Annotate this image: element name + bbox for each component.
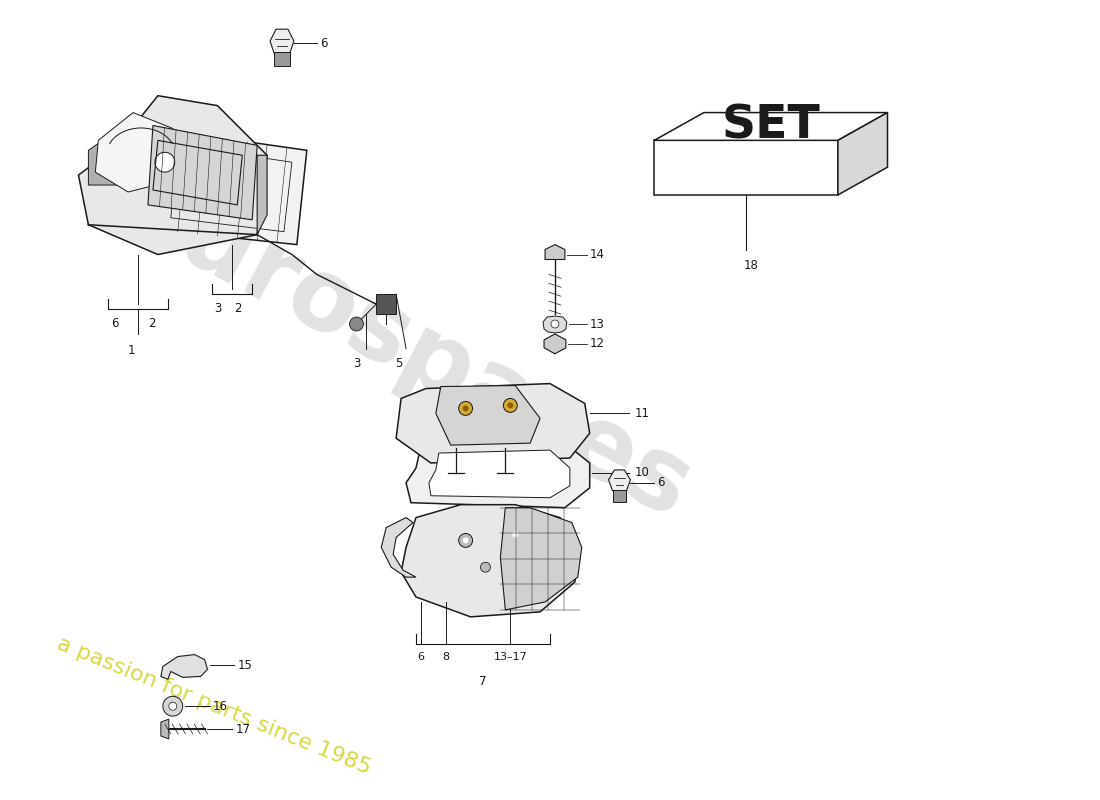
Text: 17: 17: [235, 722, 251, 735]
Polygon shape: [271, 29, 294, 53]
Polygon shape: [500, 508, 582, 610]
Polygon shape: [257, 155, 267, 234]
Polygon shape: [429, 450, 570, 498]
Text: 2: 2: [234, 302, 242, 315]
Text: 8: 8: [442, 652, 449, 662]
Polygon shape: [396, 383, 590, 463]
Circle shape: [504, 398, 517, 412]
Polygon shape: [96, 113, 188, 192]
Polygon shape: [544, 245, 565, 259]
Text: 16: 16: [212, 700, 228, 713]
Polygon shape: [88, 115, 163, 185]
Polygon shape: [158, 130, 307, 245]
Circle shape: [463, 538, 469, 543]
Polygon shape: [376, 294, 396, 314]
Text: 5: 5: [395, 357, 403, 370]
Bar: [274, 52, 290, 66]
Text: 11: 11: [635, 407, 649, 420]
Text: a passion for parts since 1985: a passion for parts since 1985: [54, 634, 374, 778]
Text: 13–17: 13–17: [494, 652, 527, 662]
Text: 7: 7: [480, 675, 486, 689]
Polygon shape: [654, 140, 838, 195]
Text: 6: 6: [657, 476, 664, 490]
Text: 18: 18: [744, 259, 759, 273]
Circle shape: [163, 696, 183, 716]
Polygon shape: [148, 126, 257, 220]
Polygon shape: [161, 654, 208, 679]
Polygon shape: [543, 316, 566, 333]
Text: 12: 12: [590, 338, 605, 350]
Text: 13: 13: [590, 318, 605, 330]
Circle shape: [551, 320, 559, 328]
Circle shape: [155, 152, 175, 172]
Circle shape: [459, 402, 473, 415]
Polygon shape: [78, 96, 267, 254]
Polygon shape: [544, 334, 565, 354]
Polygon shape: [382, 518, 416, 577]
Circle shape: [168, 702, 177, 710]
Text: SET: SET: [722, 104, 821, 149]
Text: 2: 2: [148, 317, 155, 330]
Polygon shape: [402, 505, 580, 617]
Text: 15: 15: [238, 659, 252, 672]
Text: 6: 6: [111, 317, 119, 330]
Circle shape: [350, 317, 363, 331]
Circle shape: [481, 562, 491, 572]
Circle shape: [507, 402, 514, 408]
Polygon shape: [406, 443, 590, 508]
Polygon shape: [161, 719, 168, 739]
Text: 6: 6: [418, 652, 425, 662]
Circle shape: [508, 527, 522, 542]
Bar: [613, 490, 626, 502]
Text: 10: 10: [635, 466, 649, 479]
Text: 1: 1: [128, 344, 135, 357]
Polygon shape: [654, 113, 888, 140]
Text: 6: 6: [320, 37, 327, 50]
Polygon shape: [838, 113, 888, 195]
Circle shape: [459, 534, 473, 547]
Text: 14: 14: [590, 248, 605, 261]
Text: 3: 3: [353, 357, 360, 370]
Polygon shape: [436, 386, 540, 445]
Text: eurospares: eurospares: [103, 158, 707, 540]
Circle shape: [513, 531, 518, 538]
Text: 3: 3: [214, 302, 222, 315]
Polygon shape: [608, 470, 630, 490]
Circle shape: [463, 406, 469, 411]
